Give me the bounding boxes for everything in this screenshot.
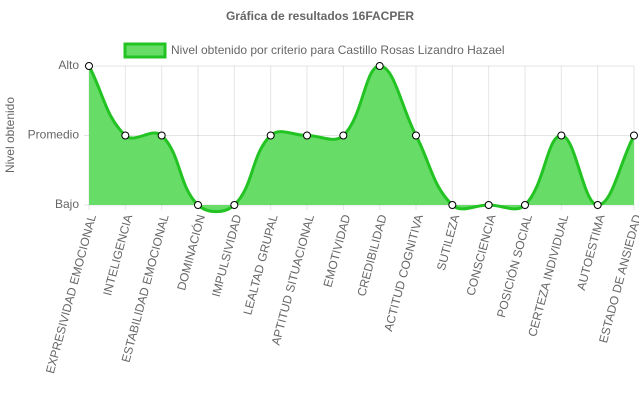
point [230, 201, 239, 209]
x-tick-label: IMPULSIVIDAD [209, 213, 245, 299]
y-tick-label: Alto [58, 58, 79, 72]
point [339, 131, 348, 140]
point [85, 62, 93, 70]
x-tick-label: INTELIGENCIA [100, 213, 135, 297]
x-tick-label: EMOTIVIDAD [320, 213, 353, 289]
x-tick-label: LEALTAD GRUPAL [240, 213, 280, 317]
point [303, 131, 311, 140]
point [448, 201, 457, 209]
x-tick-label: SUTILEZA [434, 213, 462, 272]
point [157, 131, 166, 140]
x-tick-label: POSICIÓN SOCIAL [493, 212, 535, 319]
y-tick-label: Promedio [28, 128, 80, 142]
point [521, 201, 529, 209]
x-tick-label: CREDIBILIDAD [354, 213, 389, 298]
point [630, 131, 638, 140]
x-tick-label: AUTOESTIMA [574, 213, 608, 292]
x-tick-label: DOMINACIÓN [173, 213, 208, 292]
point [484, 201, 493, 209]
point [121, 131, 130, 140]
point [412, 131, 420, 140]
point [266, 131, 275, 140]
x-tick-label: CONSCIENCIA [464, 213, 499, 297]
y-axis-title: Nivel obtenido [3, 97, 17, 173]
legend-swatch [123, 42, 167, 59]
area [89, 66, 634, 212]
point [557, 131, 566, 140]
chart-title: Gráfica de resultados 16FACPER [226, 9, 414, 23]
point [194, 201, 202, 209]
point [375, 62, 384, 70]
legend-label: Nivel obtenido por criterio para Castill… [171, 43, 505, 57]
x-tick-label: EXPRESIVIDAD EMOCIONAL [43, 213, 99, 375]
x-tick-label: CERTEZA INDIVIDUAL [525, 213, 571, 338]
line [87, 64, 636, 214]
point [593, 201, 602, 209]
x-tick-label: ACTITUD COGNITIVA [381, 213, 426, 333]
y-tick-label: Bajo [55, 197, 79, 211]
